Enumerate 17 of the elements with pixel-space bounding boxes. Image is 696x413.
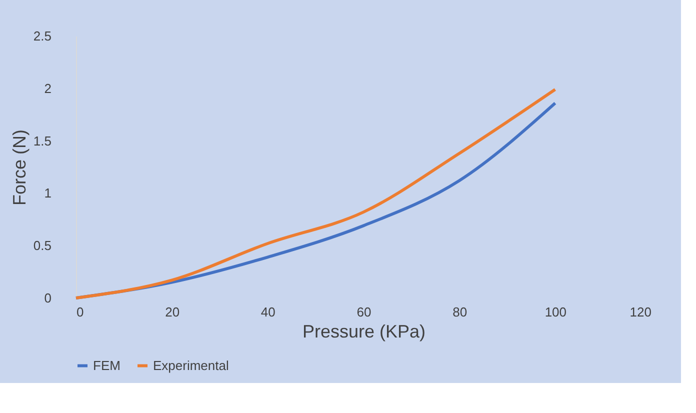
y-axis-title: Force (N): [9, 130, 30, 206]
x-tick-label: 80: [452, 304, 468, 320]
legend-label: Experimental: [153, 358, 229, 373]
y-tick-label: 2.5: [33, 28, 52, 44]
y-tick-label: 0.5: [33, 238, 52, 254]
x-tick-label: 60: [356, 304, 372, 320]
x-tick-label: 0: [76, 304, 84, 320]
x-tick-label: 20: [165, 304, 180, 320]
x-axis-title: Pressure (KPa): [302, 322, 426, 342]
y-tick-label: 0: [44, 290, 52, 306]
y-tick-label: 1.5: [33, 133, 52, 148]
y-tick-label: 2: [44, 80, 52, 96]
x-tick-label: 100: [544, 304, 567, 320]
legend-label: FEM: [93, 358, 120, 373]
x-tick-label: 40: [260, 304, 276, 320]
y-tick-label: 1: [44, 186, 52, 201]
x-tick-label: 120: [630, 304, 652, 320]
